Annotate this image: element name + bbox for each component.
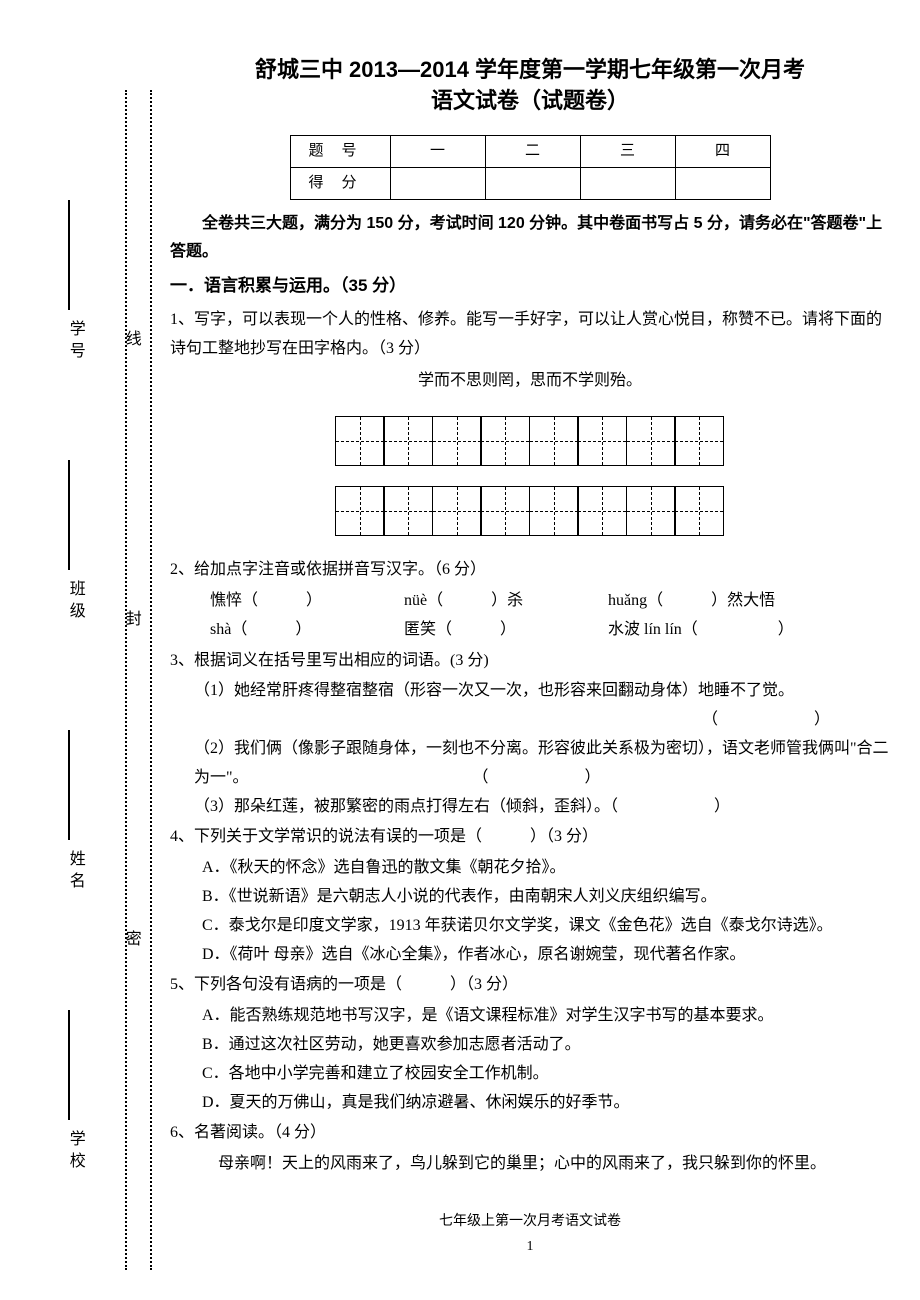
footer-pageno: 1 [170,1234,890,1259]
score-cell [485,167,580,199]
title-line1: 舒城三中 2013—2014 学年度第一学期七年级第一次月考 [255,57,805,82]
score-cell [390,167,485,199]
q2-item: 匿笑（ ） [404,616,604,645]
tian-cell [529,486,579,536]
q4-optA: A．《秋天的怀念》选自鲁迅的散文集《朝花夕拾》。 [170,854,890,883]
col-cell: 四 [675,135,770,167]
q3-item2: （2）我们俩（像影子跟随身体，一刻也不分离。形容彼此关系极为密切），语文老师管我… [170,735,890,793]
q4-optC: C．泰戈尔是印度文学家，1913 年获诺贝尔文学奖，课文《金色花》选自《泰戈尔诗… [170,912,890,941]
seal-dotted-line-2 [150,90,152,1270]
tian-cell [480,416,530,466]
q2-item: 水波 lín lín（ ） [608,616,794,645]
tian-grid-row1 [170,416,890,466]
q2-item: huǎng（ ）然大悟 [608,587,775,616]
q4-optB: B．《世说新语》是六朝志人小说的代表作，由南朝宋人刘义庆组织编写。 [170,883,890,912]
q5-optC: C．各地中小学完善和建立了校园安全工作机制。 [170,1060,890,1089]
q1-poem: 学而不思则罔，思而不学则殆。 [170,367,890,396]
row-label: 得分 [290,167,390,199]
q4-optD: D．《荷叶 母亲》选自《冰心全集》，作者冰心，原名谢婉莹，现代著名作家。 [170,941,890,970]
tian-grid-row2 [170,486,890,536]
score-table: 题号 一 二 三 四 得分 [290,135,771,200]
q5-optB: B．通过这次社区劳动，她更喜欢参加志愿者活动了。 [170,1031,890,1060]
row-label: 题号 [290,135,390,167]
tian-cell [626,416,676,466]
underline-studentno [68,200,70,310]
score-cell [580,167,675,199]
q1-text: 1、写字，可以表现一个人的性格、修养。能写一手好字，可以让人赏心悦目，称赞不已。… [170,306,890,364]
q3-item3: （3）那朵红莲，被那繁密的雨点打得左右（倾斜，歪斜）。（ ） [170,793,890,822]
q2-item: nüè（ ）杀 [404,587,604,616]
q3-item1: （1）她经常肝疼得整宿整宿（形容一次又一次，也形容来回翻动身体）地睡不了觉。 [170,677,890,706]
q5-optD: D．夏天的万佛山，真是我们纳凉避暑、休闲娱乐的好季节。 [170,1089,890,1118]
table-row: 得分 [290,167,770,199]
q5-optA: A．能否熟练规范地书写汉字，是《语文课程标准》对学生汉字书写的基本要求。 [170,1002,890,1031]
tian-cell [674,486,724,536]
tian-cell [577,486,627,536]
q6-quote: 母亲啊！天上的风雨来了，鸟儿躲到它的巢里；心中的风雨来了，我只躲到你的怀里。 [170,1150,890,1179]
instructions: 全卷共三大题，满分为 150 分，考试时间 120 分钟。其中卷面书写占 5 分… [170,210,890,268]
underline-name [68,730,70,840]
table-row: 题号 一 二 三 四 [290,135,770,167]
q4-text: 4、下列关于文学常识的说法有误的一项是（ ）（3 分） [170,823,890,852]
tian-cell [674,416,724,466]
q5-text: 5、下列各句没有语病的一项是（ ）（3 分） [170,971,890,1000]
q3-text: 3、根据词义在括号里写出相应的词语。(3 分) [170,647,890,676]
q2-line1: 憔悴（ ） nüè（ ）杀 huǎng（ ）然大悟 [170,587,890,616]
q6-text: 6、名著阅读。（4 分） [170,1119,890,1148]
tian-cell [383,486,433,536]
q2-item: 憔悴（ ） [210,587,400,616]
seal-char-mi: 密 [116,930,145,966]
title-line2: 语文试卷（试题卷） [431,88,629,113]
label-name: 姓名 [60,850,89,894]
col-cell: 二 [485,135,580,167]
tian-cell [626,486,676,536]
col-cell: 一 [390,135,485,167]
q2-item: shà（ ） [210,616,400,645]
underline-class [68,460,70,570]
q2-text: 2、给加点字注音或依据拼音写汉字。（6 分） [170,556,890,585]
score-cell [675,167,770,199]
q3-blank1: （ ） [170,706,890,735]
page-footer: 七年级上第一次月考语文试卷 1 [170,1209,890,1259]
underline-school [68,1010,70,1120]
label-studentno: 学号 [60,320,89,364]
tian-cell [432,486,482,536]
section1-title: 一．语言积累与运用。（35 分） [170,271,890,302]
tian-cell [577,416,627,466]
col-cell: 三 [580,135,675,167]
tian-cell [335,416,385,466]
exam-content: 舒城三中 2013—2014 学年度第一学期七年级第一次月考 语文试卷（试题卷）… [170,55,890,1259]
exam-title: 舒城三中 2013—2014 学年度第一学期七年级第一次月考 语文试卷（试题卷） [170,55,890,117]
tian-cell [432,416,482,466]
seal-char-feng: 封 [116,610,145,646]
q2-line2: shà（ ） 匿笑（ ） 水波 lín lín（ ） [170,616,890,645]
tian-cell [335,486,385,536]
tian-cell [383,416,433,466]
label-school: 学校 [60,1130,89,1174]
binding-sidebar: 密 封 线 学校 姓名 班级 学号 [20,50,140,1250]
tian-cell [529,416,579,466]
seal-char-xian: 线 [116,330,145,366]
label-class: 班级 [60,580,89,624]
tian-cell [480,486,530,536]
seal-dotted-line-1 [125,90,127,1270]
footer-title: 七年级上第一次月考语文试卷 [170,1209,890,1234]
